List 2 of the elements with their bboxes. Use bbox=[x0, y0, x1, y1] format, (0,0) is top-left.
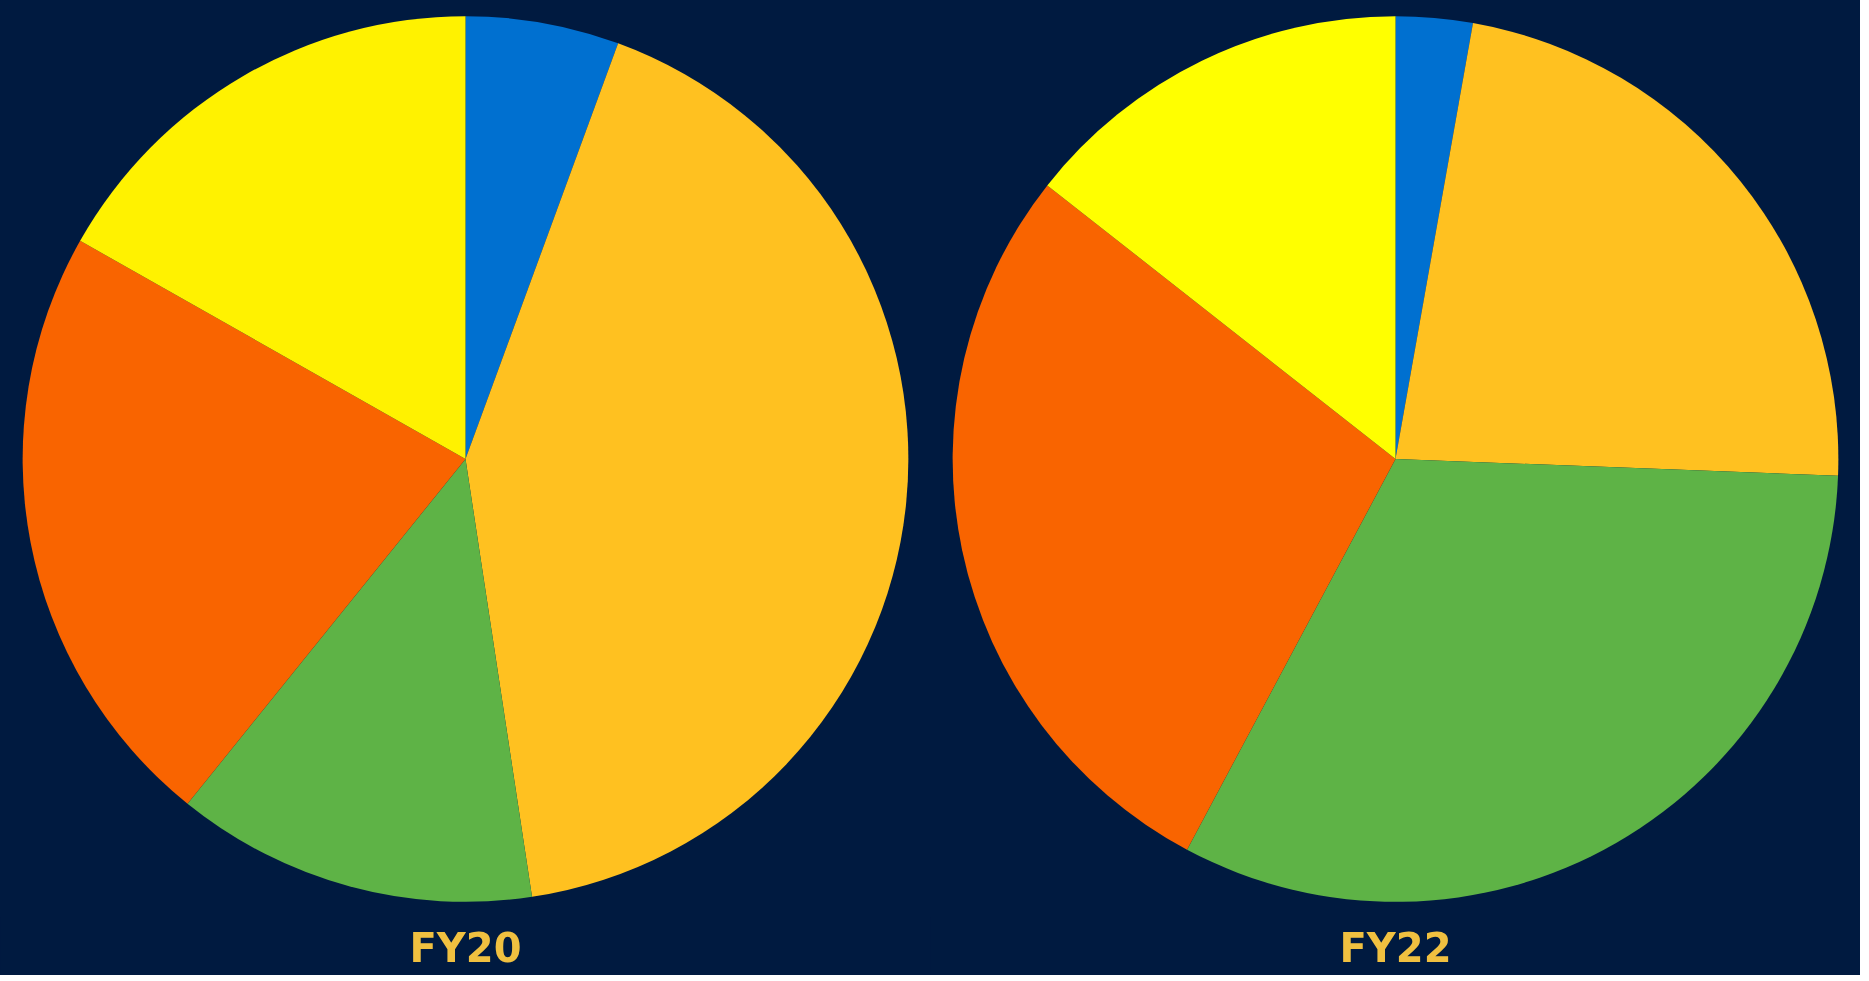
text: FY22 bbox=[1339, 924, 1452, 971]
text: FY20 bbox=[409, 924, 522, 971]
